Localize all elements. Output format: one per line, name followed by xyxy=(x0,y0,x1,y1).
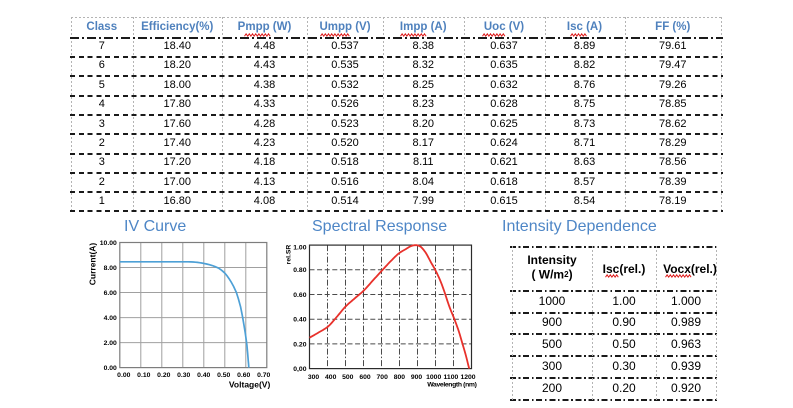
svg-text:2.00: 2.00 xyxy=(104,340,117,347)
svg-text:1200: 1200 xyxy=(460,374,475,381)
svg-text:6.00: 6.00 xyxy=(104,290,117,297)
svg-text:Current(A): Current(A) xyxy=(88,243,98,286)
svg-text:10.00: 10.00 xyxy=(100,240,117,247)
svg-text:800: 800 xyxy=(394,374,406,381)
svg-text:0.00: 0.00 xyxy=(117,372,130,379)
svg-text:300: 300 xyxy=(308,374,320,381)
svg-text:600: 600 xyxy=(359,374,371,381)
svg-text:700: 700 xyxy=(377,374,389,381)
svg-text:0.40: 0.40 xyxy=(197,372,210,379)
svg-text:0.80: 0.80 xyxy=(293,267,306,274)
svg-text:0.10: 0.10 xyxy=(137,372,150,379)
svg-text:rel.SR: rel.SR xyxy=(286,245,293,265)
svg-text:8.00: 8.00 xyxy=(104,265,117,272)
svg-text:0.60: 0.60 xyxy=(237,372,250,379)
svg-text:0.20: 0.20 xyxy=(293,341,306,348)
svg-text:900: 900 xyxy=(411,374,423,381)
svg-text:Voltage(V): Voltage(V) xyxy=(229,380,271,390)
svg-text:0.70: 0.70 xyxy=(257,372,270,379)
svg-text:0.40: 0.40 xyxy=(293,317,306,324)
svg-text:0.00: 0.00 xyxy=(104,365,117,372)
svg-text:0.30: 0.30 xyxy=(177,372,190,379)
svg-text:400: 400 xyxy=(325,374,337,381)
svg-text:500: 500 xyxy=(342,374,354,381)
svg-text:4.00: 4.00 xyxy=(104,315,117,322)
svg-text:Wavelength (nm): Wavelength (nm) xyxy=(427,382,476,389)
svg-text:1.00: 1.00 xyxy=(293,245,306,252)
svg-text:1100: 1100 xyxy=(444,374,459,381)
svg-text:1000: 1000 xyxy=(426,374,441,381)
svg-text:0.60: 0.60 xyxy=(293,292,306,299)
svg-text:0,00: 0,00 xyxy=(293,366,306,373)
svg-text:0.50: 0.50 xyxy=(217,372,230,379)
svg-text:0.20: 0.20 xyxy=(157,372,170,379)
